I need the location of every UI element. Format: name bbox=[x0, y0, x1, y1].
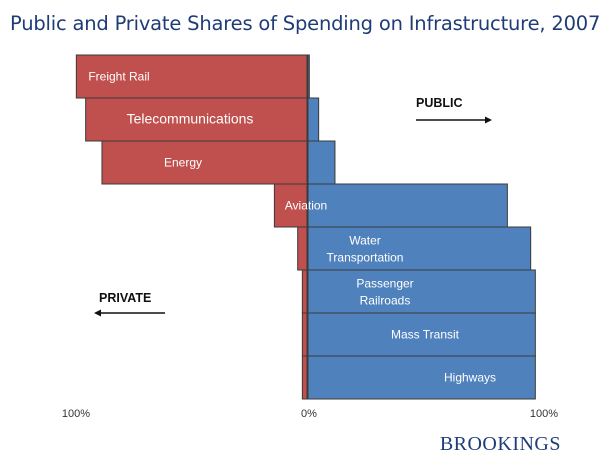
bar-label-water-transportation-line1: Water bbox=[349, 234, 381, 248]
bar-label-energy: Energy bbox=[164, 156, 202, 170]
bar-public-water-transportation bbox=[306, 226, 532, 271]
bar-private-mass-transit bbox=[301, 312, 308, 357]
bar-private-water-transportation bbox=[297, 226, 308, 271]
bar-label-water-transportation-line2: Transportation bbox=[327, 251, 404, 265]
bar-private-energy bbox=[101, 140, 308, 185]
bar-label-aviation: Aviation bbox=[285, 199, 327, 213]
x-tick-label-1: 100% bbox=[62, 408, 90, 420]
bar-public-aviation bbox=[306, 183, 508, 228]
private-arrow-head bbox=[94, 309, 101, 317]
bar-public-mass-transit bbox=[306, 312, 536, 357]
bar-private-passenger-railroads bbox=[301, 269, 308, 314]
bar-public-highways bbox=[306, 355, 536, 400]
bar-label-telecommunications: Telecommunications bbox=[127, 111, 254, 127]
chart-title: Public and Private Shares of Spending on… bbox=[10, 12, 599, 35]
public-annotation: PUBLIC bbox=[416, 96, 463, 110]
bar-public-passenger-railroads bbox=[306, 269, 536, 314]
x-tick-label-3: 100% bbox=[530, 408, 558, 420]
bar-label-highways: Highways bbox=[444, 371, 496, 385]
bar-private-aviation bbox=[273, 183, 308, 228]
public-arrow-head bbox=[485, 116, 492, 124]
bar-public-telecommunications bbox=[306, 97, 320, 142]
brookings-logo: BROOKINGS bbox=[439, 433, 561, 455]
bar-public-energy bbox=[306, 140, 336, 185]
chart-title-text: Public and Private Shares of Spending on… bbox=[10, 12, 599, 35]
bar-label-mass-transit: Mass Transit bbox=[391, 328, 460, 342]
bar-private-highways bbox=[301, 355, 308, 400]
private-annotation: PRIVATE bbox=[99, 291, 151, 305]
bar-label-passenger-railroads-line1: Passenger bbox=[356, 277, 413, 291]
bar-label-freight-rail: Freight Rail bbox=[88, 70, 149, 84]
x-tick-label-2: 0% bbox=[301, 408, 317, 420]
bar-label-passenger-railroads-line2: Railroads bbox=[360, 294, 411, 308]
